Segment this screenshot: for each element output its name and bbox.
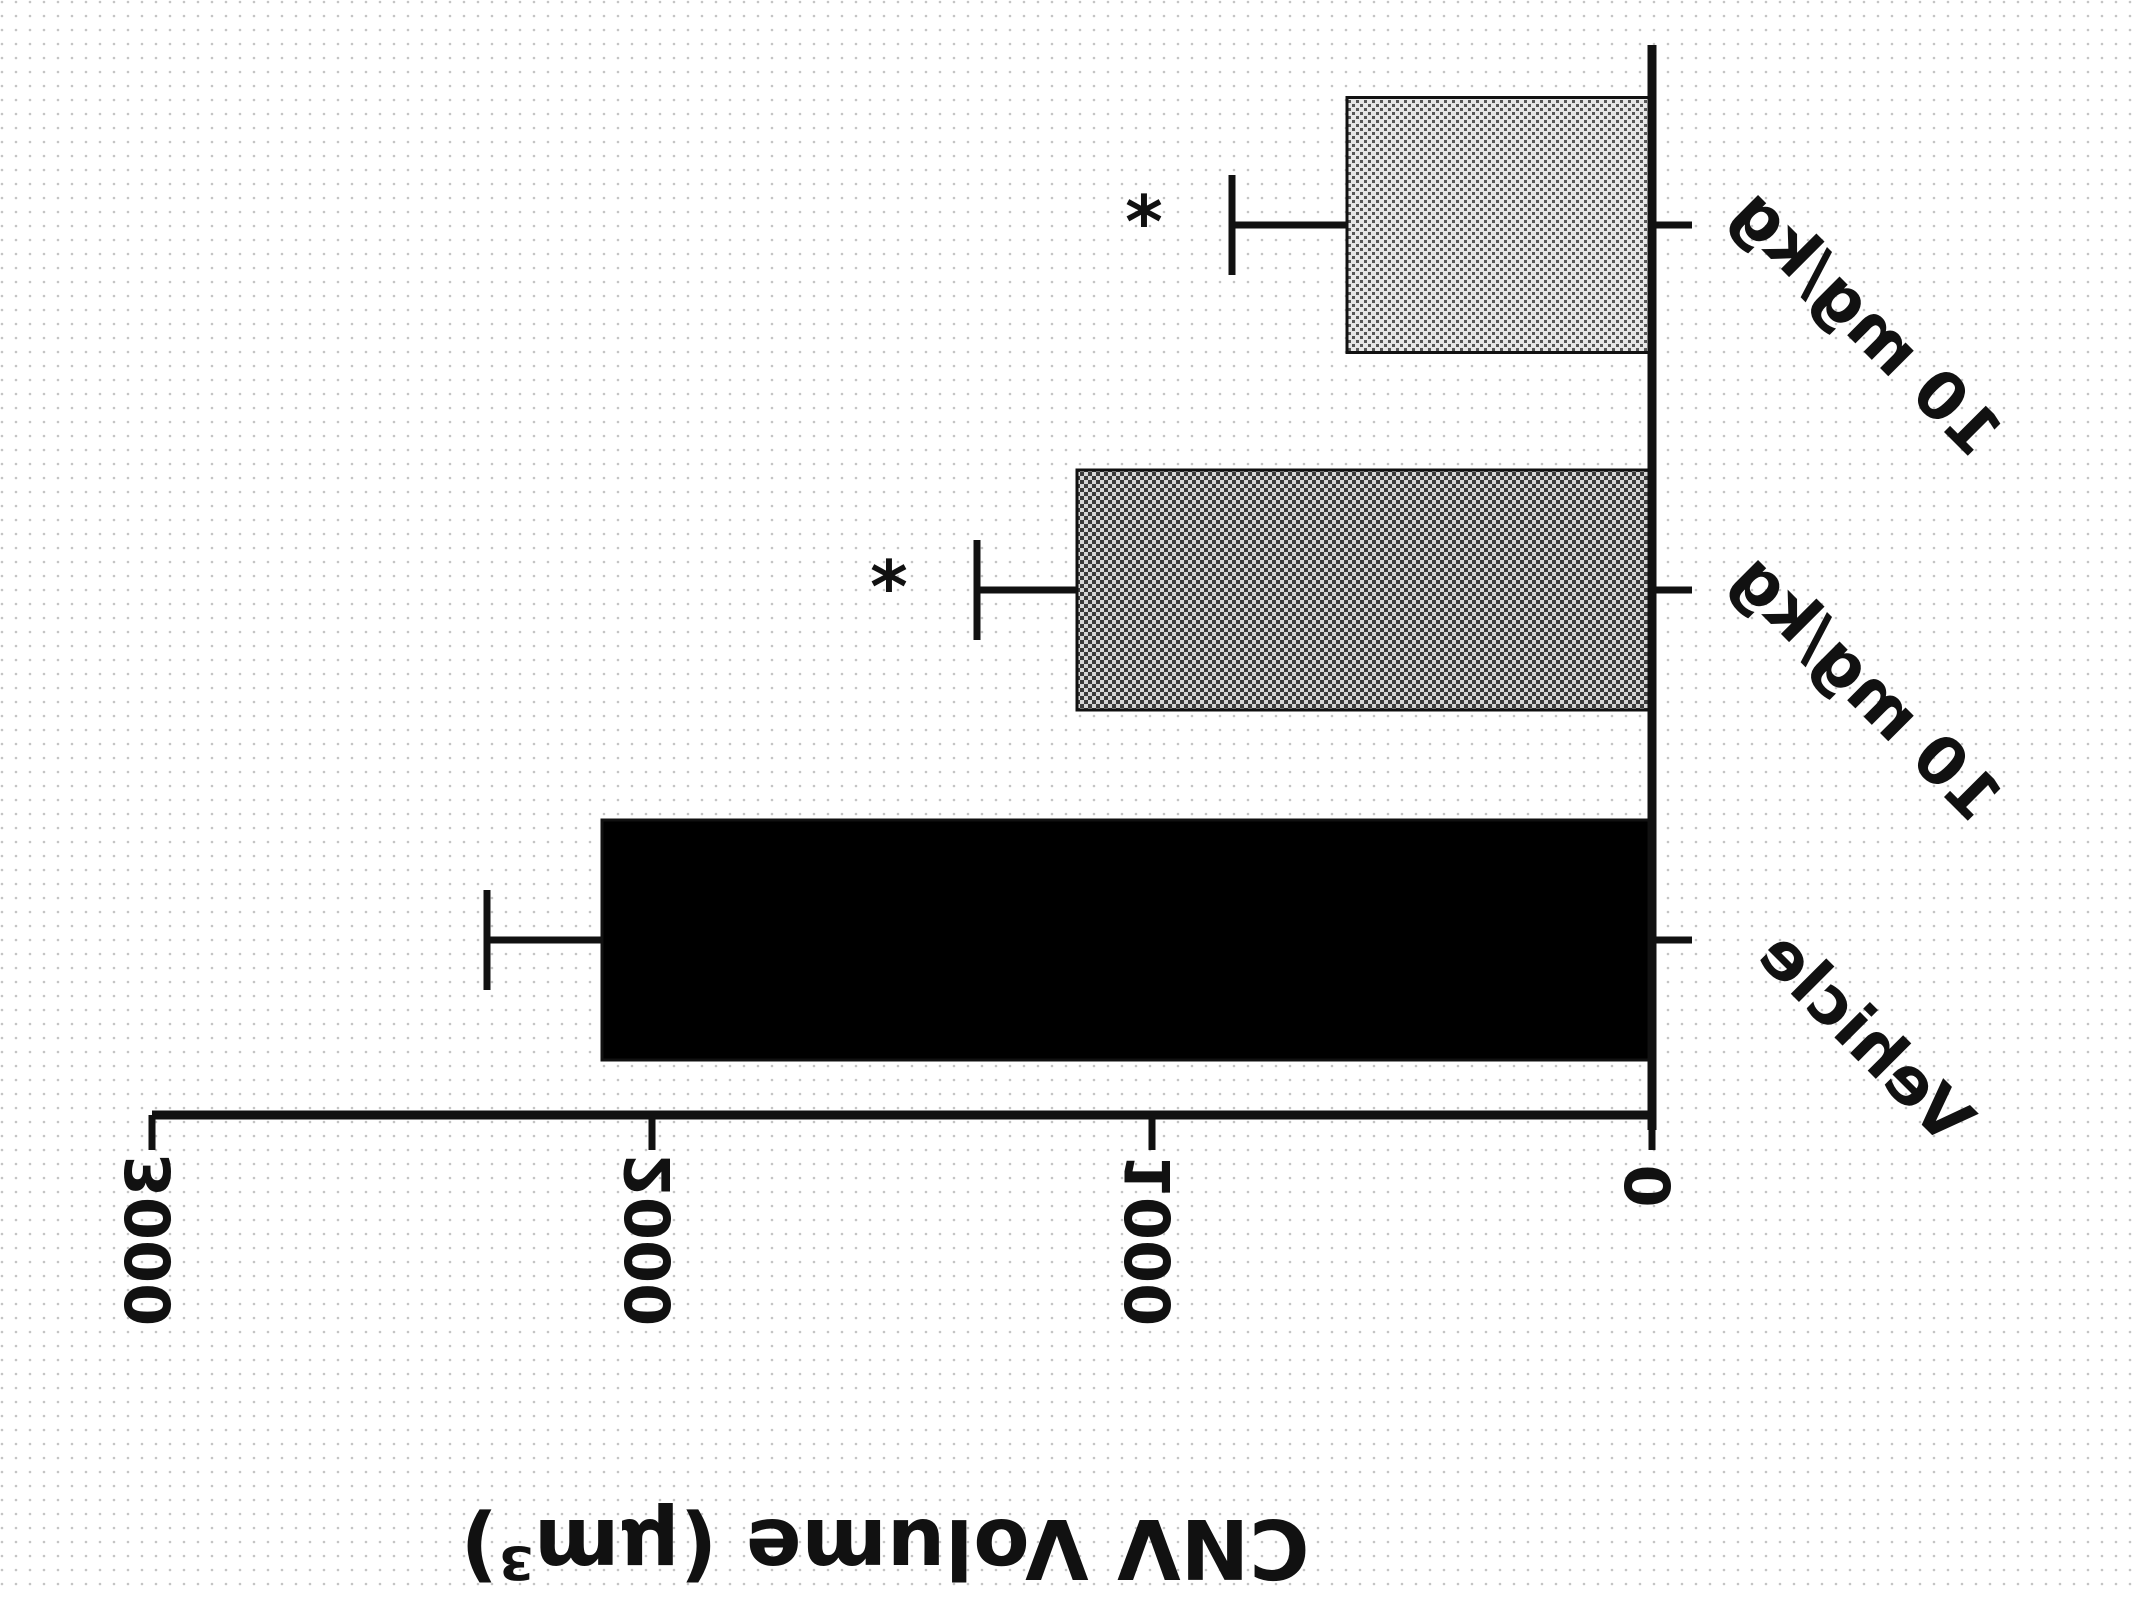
value-tick-label-0: 0 <box>1612 1164 1685 1207</box>
bar-2 <box>1345 96 1654 354</box>
value-tick-label-1: 1000 <box>1112 1154 1185 1327</box>
bar-1 <box>1075 468 1654 712</box>
bars-layer <box>483 96 1654 1062</box>
bar-0 <box>600 818 1654 1062</box>
axis-layer <box>148 45 1692 1150</box>
value-tick-label-2: 2000 <box>612 1154 685 1327</box>
significance-mark-1: * <box>870 545 908 629</box>
value-tick-label-3: 3000 <box>112 1154 185 1327</box>
significance-mark-2: * <box>1125 180 1163 264</box>
value-axis-title: CNV Volume (µm³) <box>461 1500 1310 1594</box>
